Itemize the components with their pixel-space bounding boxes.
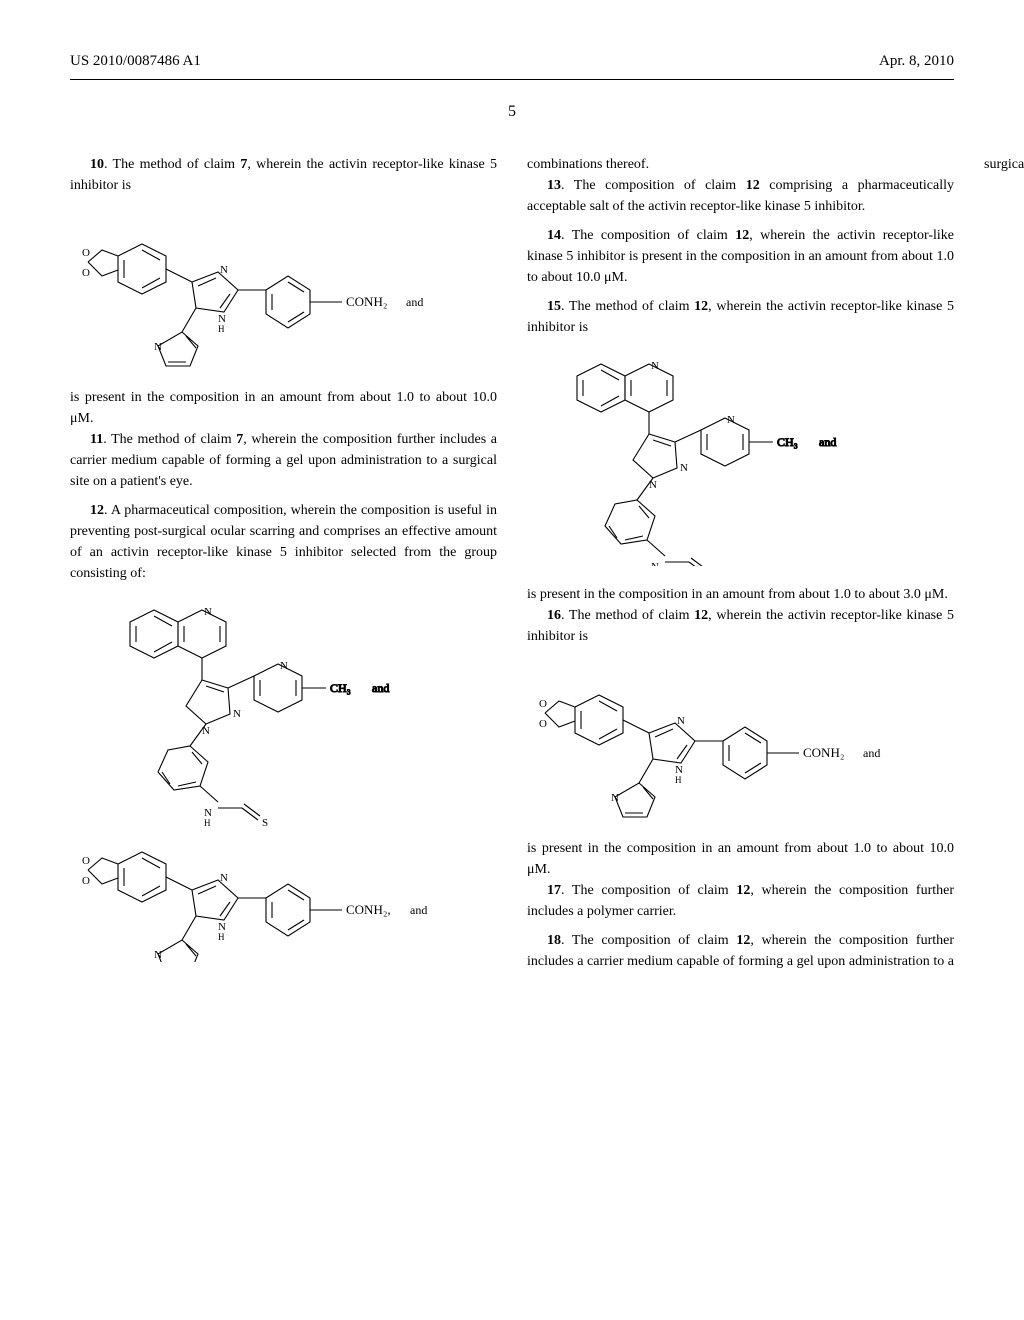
- svg-text:and: and: [819, 435, 836, 449]
- svg-text:N: N: [680, 462, 688, 474]
- svg-text:O: O: [539, 698, 547, 710]
- page-number: 5: [70, 100, 954, 124]
- end-marks: * * * * *: [984, 189, 1024, 210]
- chemical-structure-quinoline: N N N N CH₃ and N: [527, 356, 954, 566]
- claim-15-trailing: is present in the composition in an amou…: [527, 584, 954, 605]
- claim-11: 11. The method of claim 7, wherein the c…: [70, 429, 497, 492]
- label-conh2: CONH₂: [346, 294, 387, 309]
- chemical-structure-benzodioxole-1: O O N N H: [70, 214, 497, 369]
- chemical-structure-benzodioxole-2: O O N N H N: [527, 665, 954, 820]
- svg-text:CONH₂,: CONH₂,: [346, 902, 391, 917]
- claim-text: . A pharmaceutical composition, wherein …: [70, 503, 497, 581]
- claim-16: 16. The method of claim 12, wherein the …: [527, 605, 954, 647]
- publication-number: US 2010/0087486 A1: [70, 50, 201, 73]
- claim-text-before: . The method of claim: [561, 608, 694, 623]
- svg-text:CONH₂: CONH₂: [803, 745, 844, 760]
- svg-text:N: N: [154, 341, 162, 353]
- claim-12-trailing: combinations thereof.: [527, 154, 954, 175]
- publication-date: Apr. 8, 2010: [879, 50, 954, 73]
- claim-number: 15: [547, 299, 561, 314]
- claim-12: 12. A pharmaceutical composition, wherei…: [70, 500, 497, 584]
- structure-svg: N N N N CH₃ and: [70, 602, 460, 962]
- structure-svg: N N N N CH₃ and N: [527, 356, 887, 566]
- svg-text:N: N: [220, 872, 228, 884]
- svg-text:N: N: [677, 715, 685, 727]
- structure-svg: O O N N H N: [527, 665, 887, 820]
- svg-text:O: O: [82, 855, 90, 867]
- claim-number: 10: [90, 157, 104, 172]
- svg-text:O: O: [82, 247, 90, 259]
- chemical-structure-combined: N N N N CH₃ and: [70, 602, 497, 962]
- svg-text:N: N: [651, 360, 659, 372]
- svg-text:N: N: [154, 949, 162, 961]
- claim-10-trailing: is present in the composition in an amou…: [70, 387, 497, 429]
- claim-14: 14. The composition of claim 12, wherein…: [527, 225, 954, 288]
- svg-text:N: N: [280, 660, 288, 672]
- svg-text:N: N: [727, 414, 735, 426]
- claim-number: 14: [547, 228, 561, 243]
- svg-text:H: H: [218, 932, 225, 942]
- svg-text:N: N: [649, 479, 657, 491]
- label-and: and: [406, 295, 423, 309]
- claim-text-before: . The composition of claim: [561, 228, 735, 243]
- claim-16-trailing: is present in the composition in an amou…: [527, 838, 954, 880]
- claim-text-before: . The method of claim: [104, 157, 240, 172]
- svg-text:O: O: [82, 267, 90, 279]
- claim-number: 12: [90, 503, 104, 518]
- svg-text:CH₃: CH₃: [777, 435, 798, 449]
- svg-text:N: N: [204, 606, 212, 618]
- claim-text-before: . The method of claim: [103, 432, 236, 447]
- svg-text:CH₃: CH₃: [330, 681, 351, 695]
- svg-text:and: and: [863, 746, 880, 760]
- svg-text:S: S: [262, 817, 268, 829]
- svg-text:O: O: [539, 718, 547, 730]
- claim-15: 15. The method of claim 12, wherein the …: [527, 296, 954, 338]
- claim-number: 17: [547, 883, 561, 898]
- claim-ref: 12: [736, 933, 750, 948]
- claim-number: 11: [90, 432, 103, 447]
- claim-number: 18: [547, 933, 561, 948]
- svg-text:N: N: [220, 264, 228, 276]
- claim-10: 10. The method of claim 7, wherein the a…: [70, 154, 497, 196]
- svg-text:O: O: [82, 875, 90, 887]
- page-header: US 2010/0087486 A1 Apr. 8, 2010: [70, 50, 954, 73]
- svg-text:H: H: [218, 324, 225, 334]
- structure-svg: O O N N H: [70, 214, 430, 369]
- claim-text-before: . The composition of claim: [561, 883, 736, 898]
- claim-number: 13: [547, 178, 561, 193]
- svg-text:N: N: [233, 708, 241, 720]
- claim-ref: 12: [735, 228, 749, 243]
- claim-ref: 12: [694, 608, 708, 623]
- svg-text:N: N: [202, 725, 210, 737]
- claim-text-before: . The composition of claim: [561, 178, 746, 193]
- svg-text:N: N: [651, 561, 659, 566]
- claim-ref: 12: [736, 883, 750, 898]
- claim-17: 17. The composition of claim 12, wherein…: [527, 880, 954, 922]
- header-divider: [70, 79, 954, 80]
- content-columns: 10. The method of claim 7, wherein the a…: [70, 154, 954, 984]
- claim-number: 16: [547, 608, 561, 623]
- svg-text:and: and: [410, 903, 427, 917]
- svg-text:and: and: [372, 681, 389, 695]
- claim-text-before: . The method of claim: [561, 299, 694, 314]
- svg-text:N: N: [611, 792, 619, 804]
- claim-ref: 12: [694, 299, 708, 314]
- claim-13: 13. The composition of claim 12 comprisi…: [527, 175, 954, 217]
- svg-text:H: H: [675, 775, 682, 785]
- claim-ref: 12: [746, 178, 760, 193]
- claim-text-before: . The composition of claim: [561, 933, 736, 948]
- svg-text:H: H: [204, 818, 211, 828]
